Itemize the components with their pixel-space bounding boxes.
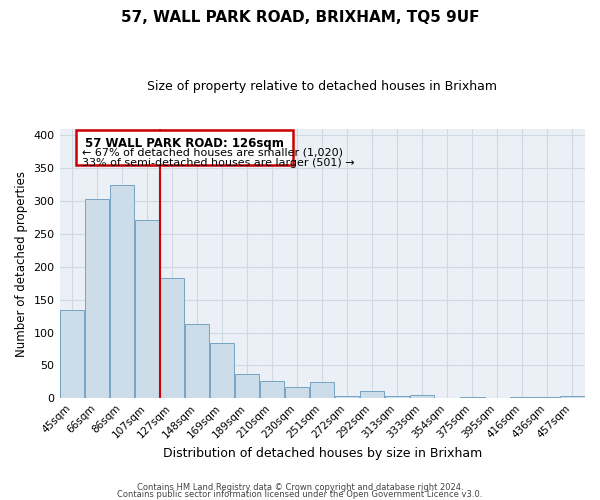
Bar [535,397,560,398]
Title: Size of property relative to detached houses in Brixham: Size of property relative to detached ho… [147,80,497,93]
X-axis label: Distribution of detached houses by size in Brixham: Distribution of detached houses by size … [163,447,482,460]
Bar [85,199,109,398]
Bar [285,387,310,398]
Text: 57 WALL PARK ROAD: 126sqm: 57 WALL PARK ROAD: 126sqm [85,137,284,150]
Bar [511,397,535,398]
Bar [235,374,259,398]
Bar [160,278,184,398]
Bar [560,396,584,398]
Bar [410,395,434,398]
Bar [110,184,134,398]
Text: 33% of semi-detached houses are larger (501) →: 33% of semi-detached houses are larger (… [82,158,355,168]
Bar [460,397,485,398]
Text: Contains HM Land Registry data © Crown copyright and database right 2024.: Contains HM Land Registry data © Crown c… [137,484,463,492]
Bar [360,391,385,398]
Bar [335,396,359,398]
Bar [185,324,209,398]
Text: ← 67% of detached houses are smaller (1,020): ← 67% of detached houses are smaller (1,… [82,148,343,158]
Y-axis label: Number of detached properties: Number of detached properties [15,170,28,356]
Text: 57, WALL PARK ROAD, BRIXHAM, TQ5 9UF: 57, WALL PARK ROAD, BRIXHAM, TQ5 9UF [121,10,479,25]
Bar [210,343,235,398]
Bar [385,396,409,398]
Bar [260,380,284,398]
Bar [60,310,84,398]
FancyBboxPatch shape [76,130,293,165]
Text: Contains public sector information licensed under the Open Government Licence v3: Contains public sector information licen… [118,490,482,499]
Bar [135,220,159,398]
Bar [310,382,334,398]
